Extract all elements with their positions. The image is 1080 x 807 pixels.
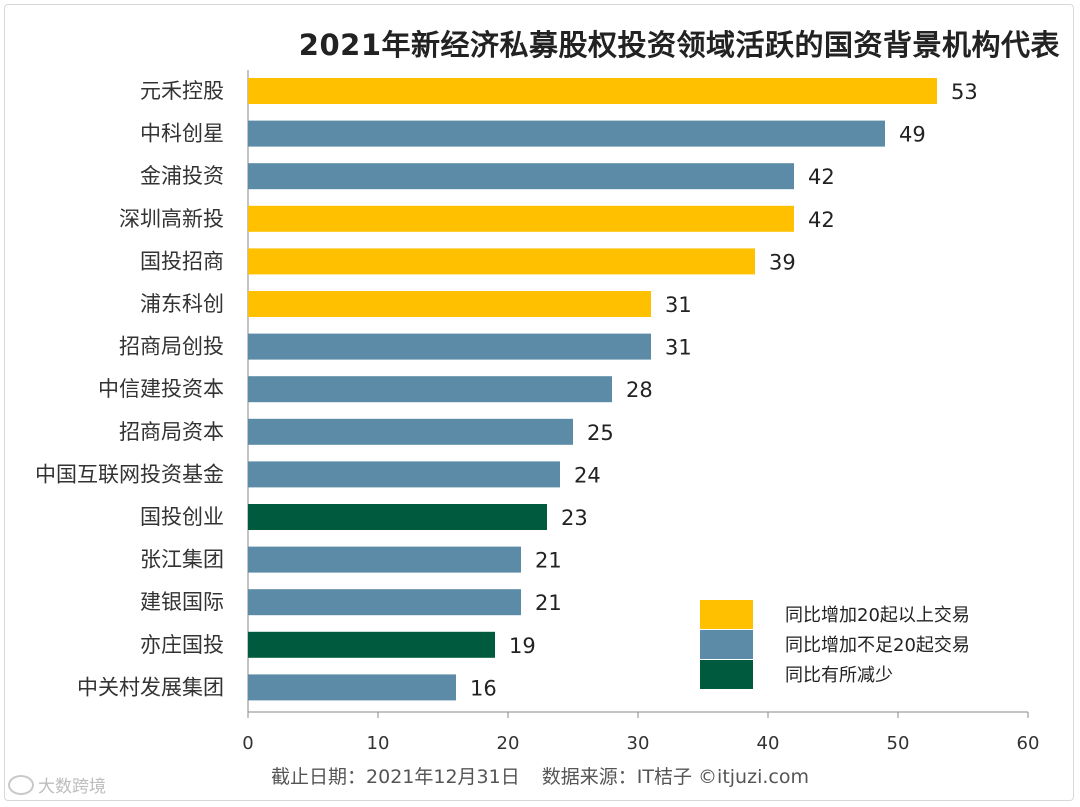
bar — [248, 120, 885, 147]
bar — [248, 504, 547, 530]
data-label: 31 — [665, 293, 692, 317]
x-tick-label: 60 — [1017, 733, 1040, 754]
data-label: 28 — [626, 378, 653, 402]
category-label: 浦东科创 — [140, 292, 224, 316]
bar — [248, 205, 794, 232]
chart-frame — [4, 4, 1074, 801]
category-label: 国投创业 — [140, 505, 224, 529]
data-label: 21 — [535, 591, 562, 615]
x-tick-label: 50 — [887, 733, 910, 754]
legend-label: 同比有所减少 — [785, 665, 893, 686]
x-tick-label: 0 — [242, 733, 253, 754]
x-tick-label: 30 — [627, 733, 650, 754]
category-label: 招商局创投 — [119, 335, 224, 359]
bar — [248, 163, 794, 190]
data-label: 49 — [899, 123, 926, 147]
category-label: 张江集团 — [140, 548, 224, 572]
bar — [248, 674, 456, 701]
footer-source: 数据来源：IT桔子 ©itjuzi.com — [541, 766, 809, 788]
legend-label: 同比增加20起以上交易 — [785, 605, 970, 626]
footer-date: 截止日期：2021年12月31日 — [271, 766, 520, 788]
legend-swatch — [700, 600, 753, 629]
bar — [248, 291, 651, 317]
category-label: 中信建投资本 — [98, 377, 224, 401]
watermark-logo-icon — [8, 774, 34, 795]
category-label: 金浦投资 — [140, 164, 224, 188]
data-label: 42 — [808, 165, 835, 189]
chart-footer: 截止日期：2021年12月31日 数据来源：IT桔子 ©itjuzi.com — [0, 762, 1080, 789]
data-label: 21 — [535, 549, 562, 573]
bar — [248, 631, 495, 658]
bar — [248, 333, 651, 360]
category-label: 中关村发展集团 — [77, 675, 224, 699]
legend-swatch — [700, 630, 753, 659]
data-label: 24 — [574, 463, 601, 487]
bar — [248, 589, 521, 616]
data-label: 19 — [509, 634, 536, 658]
data-label: 31 — [665, 336, 692, 360]
watermark-text: 大数跨境 — [38, 777, 106, 797]
category-label: 建银国际 — [140, 590, 224, 614]
data-label: 25 — [587, 421, 614, 445]
data-label: 39 — [769, 250, 796, 274]
category-label: 国投招商 — [140, 249, 224, 273]
bar — [248, 248, 755, 275]
bar — [248, 546, 521, 573]
x-tick-label: 40 — [757, 733, 780, 754]
x-tick-label: 10 — [367, 733, 390, 754]
category-label: 中科创星 — [140, 122, 224, 146]
category-label: 中国互联网投资基金 — [35, 462, 224, 486]
data-label: 23 — [561, 506, 588, 530]
data-label: 16 — [470, 676, 497, 700]
bar — [248, 418, 573, 445]
data-label: 42 — [808, 208, 835, 232]
x-tick-label: 20 — [497, 733, 520, 754]
chart-title: 2021年新经济私募股权投资领域活跃的国资背景机构代表 — [298, 28, 1060, 62]
category-label: 元禾控股 — [140, 79, 224, 103]
data-label: 53 — [951, 80, 978, 104]
bar — [248, 461, 560, 488]
category-label: 招商局资本 — [119, 420, 224, 444]
legend-swatch — [700, 660, 753, 689]
category-label: 深圳高新投 — [119, 207, 224, 231]
bar — [248, 376, 612, 403]
category-label: 亦庄国投 — [140, 633, 224, 657]
watermark: 大数跨境 — [8, 772, 106, 797]
bar — [248, 78, 937, 104]
legend-label: 同比增加不足20起交易 — [785, 635, 970, 656]
